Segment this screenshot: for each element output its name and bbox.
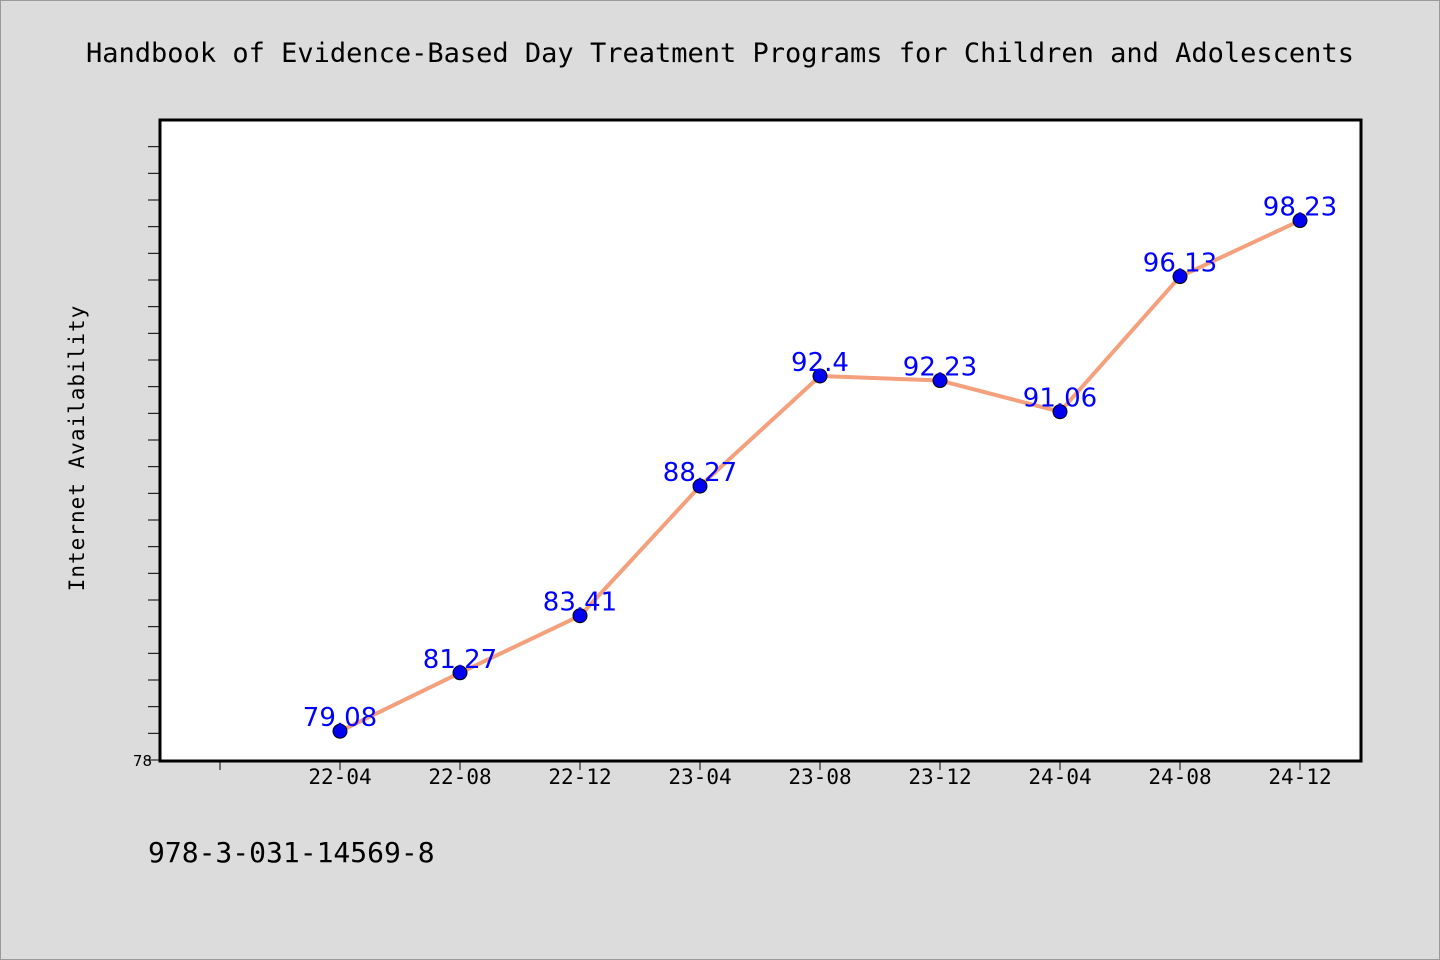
x-tick-label: 22-08 xyxy=(428,765,491,789)
data-label: 83.41 xyxy=(543,588,617,618)
data-point xyxy=(452,665,468,681)
data-label: 92.23 xyxy=(903,353,977,383)
data-label: 81.27 xyxy=(423,645,497,675)
x-tick-label: 24-08 xyxy=(1148,765,1211,789)
y-tick-label: 78 xyxy=(133,752,152,770)
x-ticks: 22-04 22-08 22-12 23-04 23-08 23-12 24-04 24-08… xyxy=(219,760,1332,789)
footer-isbn: 978-3-031-14569-8 xyxy=(148,836,435,869)
y-ticks: 78 xyxy=(133,146,160,770)
x-tick-label: 23-04 xyxy=(668,765,731,789)
data-point xyxy=(812,368,828,384)
x-tick-label: 24-04 xyxy=(1028,765,1091,789)
data-point xyxy=(692,478,708,494)
markers xyxy=(332,213,1308,739)
plot-area xyxy=(158,118,1363,763)
data-label: 91.06 xyxy=(1023,384,1097,414)
x-tick-label: 24-12 xyxy=(1268,765,1331,789)
data-point xyxy=(332,723,348,739)
data-label: 88.27 xyxy=(663,458,737,488)
data-label: 79.08 xyxy=(303,703,377,733)
data-point xyxy=(932,373,948,389)
x-tick-label: 22-04 xyxy=(308,765,371,789)
chart-title: Handbook of Evidence-Based Day Treatment… xyxy=(86,38,1354,69)
data-label: 92.4 xyxy=(791,348,849,378)
data-label: 96.13 xyxy=(1143,249,1217,279)
data-point xyxy=(1052,404,1068,420)
y-axis-label: Internet Availability xyxy=(65,305,89,592)
data-point xyxy=(1292,213,1308,229)
x-tick-label: 23-12 xyxy=(908,765,971,789)
data-label: 98.23 xyxy=(1263,193,1337,223)
data-labels: 79.08 81.27 83.41 88.27 92.4 92.23 91.06 96.13 9… xyxy=(303,193,1337,734)
x-tick-label: 23-08 xyxy=(788,765,851,789)
data-point xyxy=(1172,269,1188,285)
data-point xyxy=(572,608,588,624)
x-tick-label: 22-12 xyxy=(548,765,611,789)
